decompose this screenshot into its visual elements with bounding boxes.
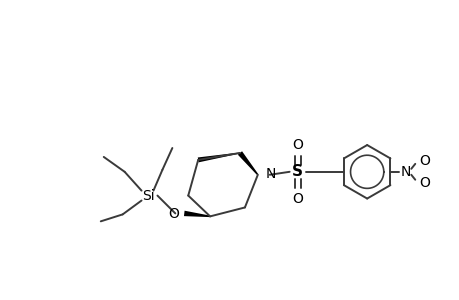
Text: N: N [400,165,411,179]
Polygon shape [197,152,240,162]
Polygon shape [184,211,210,217]
Text: O: O [291,191,302,206]
Polygon shape [237,151,258,175]
Text: Si: Si [142,189,155,202]
Text: N: N [265,167,275,181]
Text: O: O [418,176,429,190]
Text: O: O [291,138,302,152]
Text: O: O [418,154,429,168]
Text: S: S [291,164,302,179]
Text: O: O [168,207,179,221]
